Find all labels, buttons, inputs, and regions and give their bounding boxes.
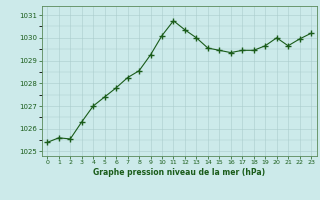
X-axis label: Graphe pression niveau de la mer (hPa): Graphe pression niveau de la mer (hPa) bbox=[93, 168, 265, 177]
